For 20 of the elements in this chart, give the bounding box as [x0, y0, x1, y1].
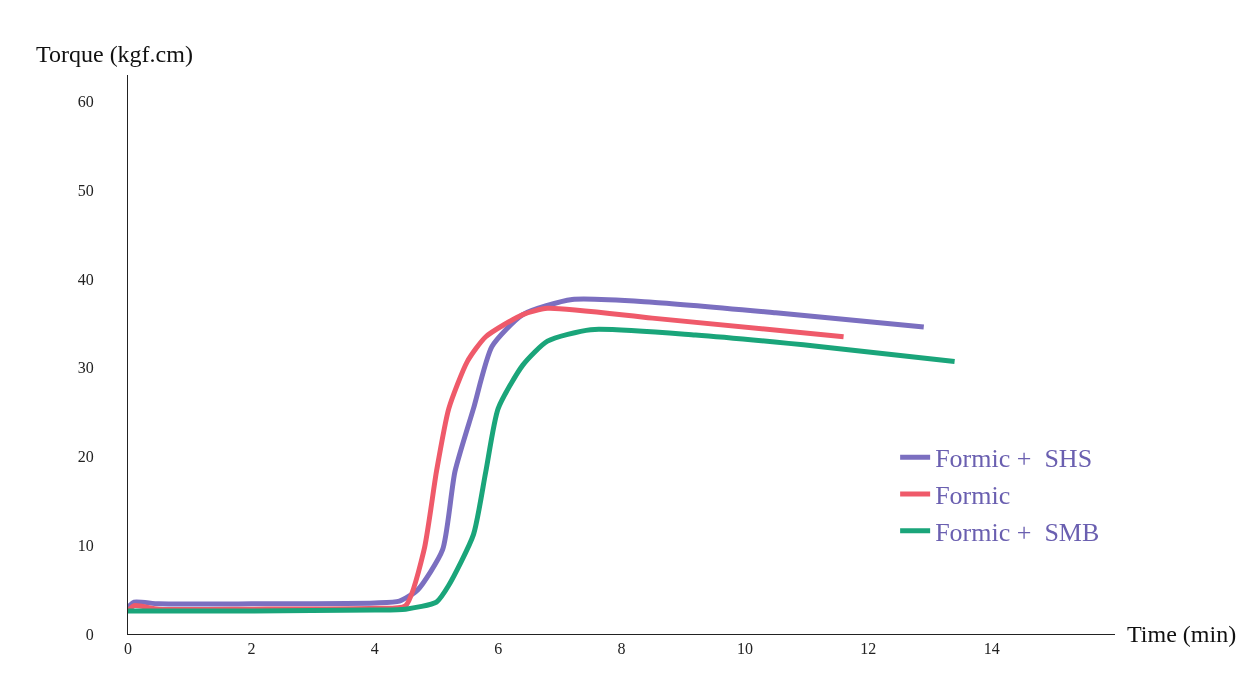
x-tick-label: 0 — [124, 640, 132, 658]
y-tick-label: 20 — [77, 448, 94, 466]
y-tick-label: 10 — [77, 536, 94, 554]
y-axis-title: Torque (kgf.cm) — [36, 41, 193, 67]
x-tick-label: 14 — [983, 640, 1000, 658]
legend-label: Formic — [935, 481, 1011, 511]
x-tick-label: 2 — [247, 640, 256, 658]
y-tick-label: 0 — [85, 625, 94, 643]
x-tick-label: 6 — [494, 640, 503, 658]
y-tick-label: 30 — [77, 359, 94, 377]
x-tick-label: 4 — [370, 640, 379, 658]
x-tick-label: 12 — [860, 640, 877, 658]
y-tick-label: 40 — [77, 270, 94, 288]
legend-label: Formic + SHS — [935, 444, 1093, 474]
y-tick-label: 50 — [77, 181, 94, 199]
x-axis-title: Time (min) — [1127, 621, 1237, 647]
x-tick-label: 10 — [736, 640, 753, 658]
x-tick-label: 8 — [617, 640, 626, 658]
legend-label: Formic + SMB — [935, 517, 1100, 547]
y-tick-label: 60 — [77, 93, 94, 111]
